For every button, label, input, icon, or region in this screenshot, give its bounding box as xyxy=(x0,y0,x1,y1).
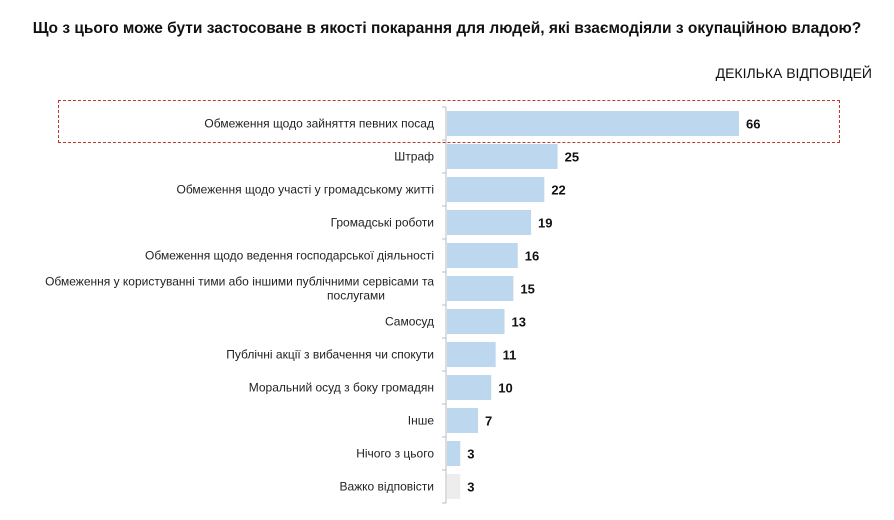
value-label: 7 xyxy=(485,414,492,429)
value-label: 3 xyxy=(467,480,474,495)
bar xyxy=(447,111,739,136)
chart-title: Що з цього може бути застосоване в якост… xyxy=(32,20,862,37)
bar xyxy=(447,144,558,169)
value-label: 22 xyxy=(551,183,565,198)
category-label: Обмеження щодо ведення господарської дія… xyxy=(145,249,434,263)
value-label: 19 xyxy=(538,216,552,231)
bar xyxy=(447,342,496,367)
bar xyxy=(447,177,545,202)
category-label: Моральний осуд з боку громадян xyxy=(249,381,434,395)
bar xyxy=(447,276,514,301)
value-label: 13 xyxy=(512,315,526,330)
bar xyxy=(447,474,461,499)
chart-subtitle: ДЕКІЛЬКА ВІДПОВІДЕЙ xyxy=(715,65,872,81)
highlight-box xyxy=(58,100,840,143)
category-label: Важко відповісти xyxy=(339,480,434,494)
category-label: Самосуд xyxy=(385,315,434,329)
category-label: Обмеження щодо участі у громадському жит… xyxy=(176,183,434,197)
category-label: Нічого з цього xyxy=(356,447,434,461)
category-label: Громадські роботи xyxy=(331,216,434,230)
value-label: 3 xyxy=(467,447,474,462)
bar xyxy=(447,210,532,235)
value-label: 15 xyxy=(520,282,534,297)
category-label: Обмеження щодо зайняття певних посад xyxy=(204,117,434,131)
value-label: 66 xyxy=(746,117,760,132)
bar xyxy=(447,309,505,334)
value-label: 25 xyxy=(565,150,579,165)
value-label: 10 xyxy=(498,381,512,396)
bar xyxy=(447,243,518,268)
value-label: 16 xyxy=(525,249,539,264)
category-label: Штраф xyxy=(394,150,434,164)
category-label: Публічні акції з вибачення чи спокути xyxy=(226,348,434,362)
category-label: Обмеження у користуванні тими або іншими… xyxy=(45,275,434,303)
bar xyxy=(447,375,492,400)
bar xyxy=(447,408,478,433)
value-label: 11 xyxy=(503,348,517,363)
bar xyxy=(447,441,461,466)
category-label: Інше xyxy=(408,414,435,428)
